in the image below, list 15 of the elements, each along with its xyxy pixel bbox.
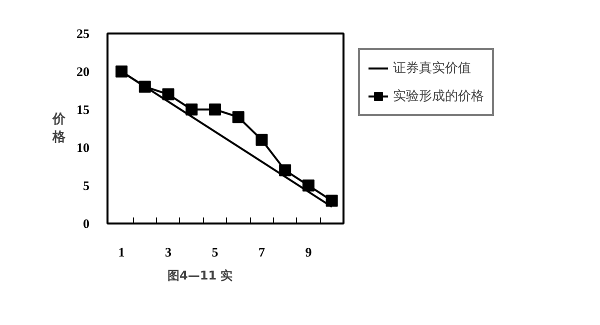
- x-tick-label: 3: [165, 244, 172, 260]
- caption: 图4—11 实: [168, 268, 233, 282]
- y-tick-label: 20: [76, 64, 90, 79]
- x-tick-label: 9: [305, 244, 312, 260]
- y-tick-label: 0: [83, 216, 90, 231]
- y-tick-label: 25: [76, 26, 90, 41]
- y-tick-label: 5: [83, 178, 90, 193]
- y-tick-label: 15: [76, 102, 90, 117]
- x-tick-label: 5: [212, 244, 219, 260]
- y-axis-title: 价格: [52, 112, 66, 145]
- legend-label: 证券真实价值: [393, 60, 471, 77]
- legend-label: 实验形成的价格: [393, 88, 484, 105]
- y-tick-label: 10: [76, 140, 90, 155]
- x-tick-label: 7: [258, 244, 266, 260]
- x-tick-label: 1: [118, 244, 125, 260]
